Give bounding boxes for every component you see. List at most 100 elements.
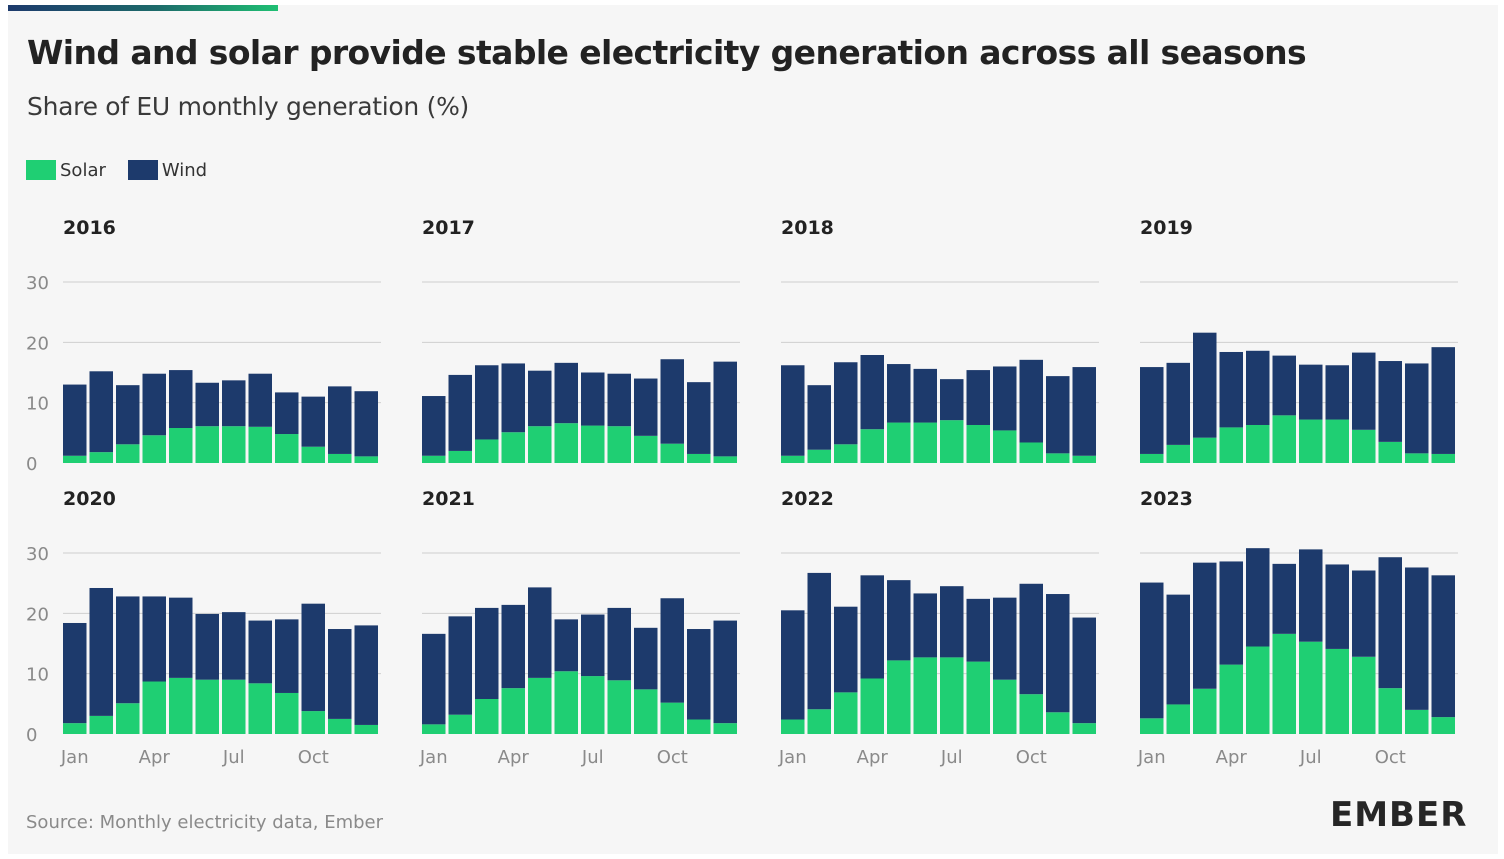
bar-wind-apr — [142, 373, 166, 436]
bar-solar-oct — [1378, 441, 1402, 463]
x-tick-label: Jan — [419, 747, 448, 768]
bar-wind-jan — [422, 633, 446, 725]
bar-solar-apr — [501, 688, 525, 734]
bar-solar-jul — [940, 657, 964, 734]
panel-title: 2018 — [781, 217, 834, 239]
bar-wind-jun — [1272, 355, 1296, 416]
bar-solar-sep — [275, 434, 299, 463]
bar-wind-nov — [328, 386, 352, 454]
bar-solar-aug — [607, 426, 631, 463]
bar-solar-may — [169, 677, 193, 734]
x-tick-label: Jan — [778, 747, 807, 768]
x-tick-label: Jul — [581, 747, 604, 768]
bar-solar-sep — [634, 689, 658, 734]
bar-wind-dec — [354, 391, 378, 457]
panel-title: 2021 — [422, 488, 475, 510]
bar-wind-jul — [1299, 549, 1323, 642]
accent-bar — [8, 5, 278, 11]
bar-solar-feb — [448, 714, 472, 734]
bar-solar-jun — [913, 657, 937, 734]
legend-label-wind: Wind — [161, 159, 208, 181]
bar-solar-aug — [1325, 648, 1349, 734]
bar-wind-apr — [501, 363, 525, 433]
y-tick-label: 30 — [26, 273, 49, 294]
bar-solar-aug — [966, 661, 990, 734]
bar-solar-nov — [1046, 712, 1070, 734]
bar-wind-dec — [354, 625, 378, 725]
bar-solar-apr — [142, 681, 166, 734]
bar-solar-sep — [634, 435, 658, 463]
bar-wind-may — [169, 597, 193, 678]
panel-2019: 2019 — [1140, 217, 1458, 463]
bar-wind-mar — [475, 607, 499, 700]
bar-wind-may — [169, 370, 193, 429]
bar-wind-jun — [913, 593, 937, 658]
bar-wind-jun — [195, 382, 219, 427]
bar-wind-oct — [1378, 361, 1402, 442]
panel-title: 2017 — [422, 217, 475, 239]
bar-solar-nov — [328, 718, 352, 734]
legend-label-solar: Solar — [60, 159, 106, 181]
bar-solar-feb — [448, 450, 472, 463]
bar-solar-dec — [354, 724, 378, 734]
y-tick-label: 0 — [26, 725, 37, 746]
bar-solar-oct — [301, 711, 325, 734]
panel-title: 2022 — [781, 488, 834, 510]
bar-wind-jan — [781, 365, 805, 456]
bar-wind-feb — [89, 587, 113, 716]
bar-wind-jan — [1140, 582, 1164, 719]
legend-swatch-wind — [127, 160, 158, 180]
bar-wind-feb — [1166, 594, 1190, 705]
bar-wind-mar — [1193, 562, 1217, 689]
x-tick-label: Oct — [657, 747, 688, 768]
panel-title: 2019 — [1140, 217, 1193, 239]
bar-solar-may — [887, 660, 911, 734]
bar-solar-apr — [1219, 664, 1243, 734]
bar-wind-oct — [1019, 359, 1043, 443]
bar-wind-oct — [301, 396, 325, 447]
bar-wind-dec — [1431, 347, 1455, 454]
y-tick-label: 0 — [26, 454, 37, 475]
bar-solar-jul — [940, 420, 964, 463]
bar-wind-apr — [860, 355, 884, 430]
bar-wind-jun — [554, 362, 578, 424]
bar-wind-sep — [993, 597, 1017, 680]
bar-wind-jul — [581, 614, 605, 677]
bar-wind-oct — [660, 598, 684, 703]
bar-solar-may — [1246, 424, 1270, 463]
bar-solar-oct — [301, 446, 325, 463]
bar-solar-dec — [1431, 453, 1455, 463]
x-tick-label: Jul — [1299, 747, 1322, 768]
bar-wind-sep — [634, 627, 658, 690]
bar-solar-nov — [687, 719, 711, 734]
bar-solar-oct — [1019, 442, 1043, 463]
bar-wind-may — [887, 580, 911, 661]
bar-wind-oct — [301, 603, 325, 712]
bar-wind-dec — [1431, 575, 1455, 718]
bar-solar-jul — [222, 426, 246, 463]
bar-solar-may — [528, 426, 552, 463]
panel-2018: 2018 — [781, 217, 1099, 463]
bar-wind-may — [1246, 548, 1270, 647]
bar-solar-jun — [554, 423, 578, 463]
bar-solar-jan — [781, 455, 805, 463]
bar-solar-oct — [1378, 688, 1402, 734]
bar-wind-jan — [63, 384, 87, 456]
bar-solar-mar — [475, 439, 499, 463]
panel-2023: 2023 Jan Apr Jul Oct — [1137, 488, 1458, 768]
bar-wind-apr — [860, 575, 884, 679]
bar-wind-may — [528, 370, 552, 427]
bar-solar-dec — [1431, 717, 1455, 734]
bar-solar-nov — [1046, 453, 1070, 463]
x-tick-label: Oct — [298, 747, 329, 768]
bar-solar-jul — [1299, 641, 1323, 734]
bar-solar-jun — [913, 422, 937, 463]
bar-solar-jan — [1140, 453, 1164, 463]
bar-solar-mar — [116, 703, 140, 734]
bar-wind-jun — [913, 368, 937, 423]
bar-solar-dec — [713, 456, 737, 463]
bar-wind-nov — [1405, 567, 1429, 710]
legend-item-wind: Wind — [127, 159, 208, 181]
brand-logo: EMBER — [1330, 795, 1468, 835]
